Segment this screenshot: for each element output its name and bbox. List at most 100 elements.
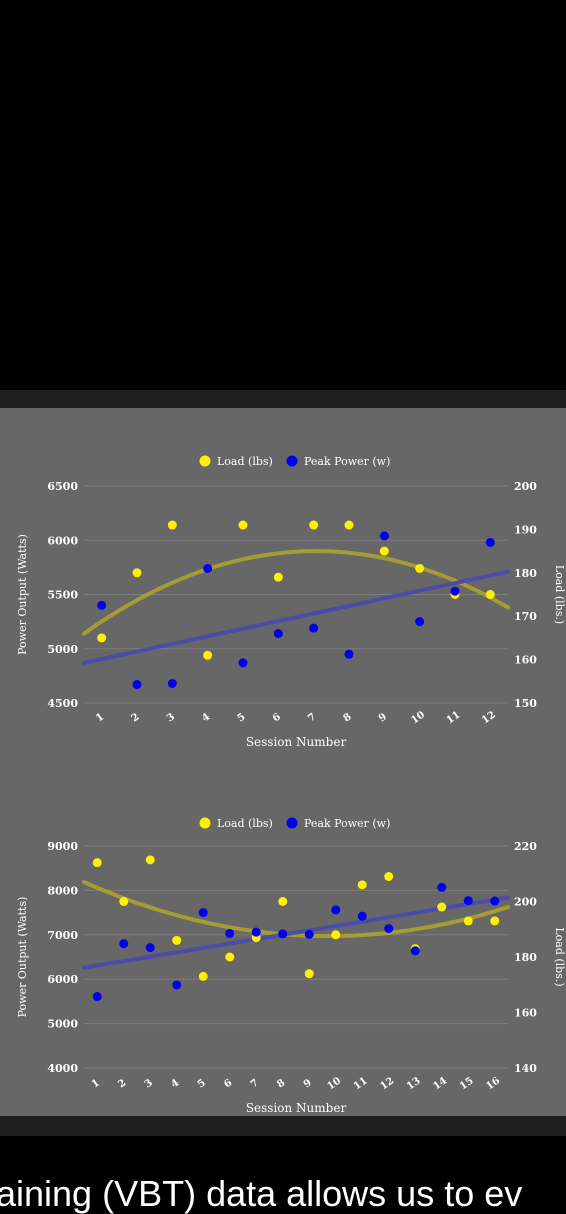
load-point xyxy=(384,872,394,882)
power-point xyxy=(278,929,288,939)
power-point xyxy=(251,927,261,937)
y-axis-title: Power Output (Watts) xyxy=(16,534,29,655)
power-point xyxy=(384,924,394,934)
load-point xyxy=(304,969,314,979)
legend-label: Load (lbs) xyxy=(217,455,273,468)
y2-tick-label: 170 xyxy=(514,610,537,623)
x-axis-title: Session Number xyxy=(246,735,347,749)
y2-tick-label: 190 xyxy=(514,523,537,536)
chart-background xyxy=(0,408,566,768)
y2-tick-label: 140 xyxy=(514,1062,537,1075)
load-point xyxy=(415,563,425,573)
power-point xyxy=(273,629,283,639)
y-tick-label: 6500 xyxy=(47,480,78,493)
legend-label: Load (lbs) xyxy=(217,817,273,830)
power-point xyxy=(97,600,107,610)
y-tick-label: 5000 xyxy=(47,643,78,656)
y-tick-label: 9000 xyxy=(47,840,78,853)
x-axis-title: Session Number xyxy=(246,1101,347,1115)
load-point xyxy=(331,930,341,940)
legend-marker xyxy=(286,455,298,467)
power-point xyxy=(304,929,314,939)
power-trendline xyxy=(82,895,510,970)
y-tick-label: 5500 xyxy=(47,589,78,602)
power-point xyxy=(344,649,354,659)
load-point xyxy=(344,520,354,530)
load-point xyxy=(379,546,389,556)
load-point xyxy=(278,897,288,906)
load-point xyxy=(225,952,235,962)
load-point xyxy=(119,897,129,906)
power-point xyxy=(410,946,420,956)
power-point xyxy=(415,617,425,627)
power-point xyxy=(132,680,142,690)
load-point xyxy=(463,916,473,926)
load-point xyxy=(92,858,102,868)
power-point xyxy=(485,537,495,547)
legend-marker xyxy=(199,817,211,829)
power-trendline xyxy=(82,569,510,665)
y-tick-label: 6000 xyxy=(47,534,78,547)
bottom-divider-band xyxy=(0,1116,566,1136)
load-point xyxy=(273,572,283,582)
y2-tick-label: 200 xyxy=(514,896,537,909)
power-point xyxy=(463,896,473,906)
load-point xyxy=(198,971,208,981)
power-point xyxy=(167,678,177,688)
top-divider-band xyxy=(0,390,566,408)
power-point xyxy=(203,563,213,573)
power-point xyxy=(145,943,155,953)
legend-marker xyxy=(286,817,298,829)
load-point xyxy=(490,916,500,926)
load-point xyxy=(172,935,182,945)
load-point xyxy=(203,650,213,660)
load-point xyxy=(238,520,248,530)
power-point xyxy=(490,896,500,906)
legend-label: Peak Power (w) xyxy=(304,817,390,830)
legend-marker xyxy=(199,455,211,467)
power-point xyxy=(198,908,208,918)
load-point xyxy=(309,520,319,530)
load-point xyxy=(167,520,177,530)
y2-tick-label: 200 xyxy=(514,480,537,493)
caption-area xyxy=(0,1136,566,1200)
y2-tick-label: 160 xyxy=(514,654,537,667)
power-point xyxy=(172,980,182,990)
power-point xyxy=(357,911,367,921)
y-tick-label: 8000 xyxy=(47,884,78,897)
y-tick-label: 5000 xyxy=(47,1018,78,1031)
y2-tick-label: 150 xyxy=(514,697,537,710)
power-load-chart-2: 4000500060007000800090001401601802002201… xyxy=(0,768,566,1116)
load-point xyxy=(132,568,142,578)
power-point xyxy=(437,882,447,892)
load-trendline xyxy=(82,880,510,939)
load-trendline xyxy=(82,549,510,636)
y2-tick-label: 160 xyxy=(514,1007,537,1020)
chart-background xyxy=(0,768,566,1116)
load-point xyxy=(437,902,447,912)
y-tick-label: 4000 xyxy=(47,1062,78,1075)
gridlines xyxy=(84,845,508,1069)
power-point xyxy=(450,586,460,596)
power-point xyxy=(379,531,389,541)
y-axis-title: Power Output (Watts) xyxy=(16,897,29,1018)
power-point xyxy=(225,928,235,938)
load-point xyxy=(145,855,155,865)
y2-axis-title: Load (lbs.) xyxy=(553,927,566,986)
y2-tick-label: 220 xyxy=(514,840,537,853)
power-point xyxy=(92,992,102,1002)
load-point xyxy=(485,590,495,599)
load-point xyxy=(97,633,107,643)
top-blank-area xyxy=(0,0,566,390)
y2-axis-title: Load (lbs.) xyxy=(553,565,566,624)
y-tick-label: 7000 xyxy=(47,929,78,942)
power-point xyxy=(309,623,319,633)
load-point xyxy=(357,880,367,890)
y-tick-label: 4500 xyxy=(47,697,78,710)
y2-tick-label: 180 xyxy=(514,567,537,580)
power-point xyxy=(331,905,341,915)
legend-label: Peak Power (w) xyxy=(304,455,390,468)
y2-tick-label: 180 xyxy=(514,951,537,964)
power-point xyxy=(238,658,248,668)
